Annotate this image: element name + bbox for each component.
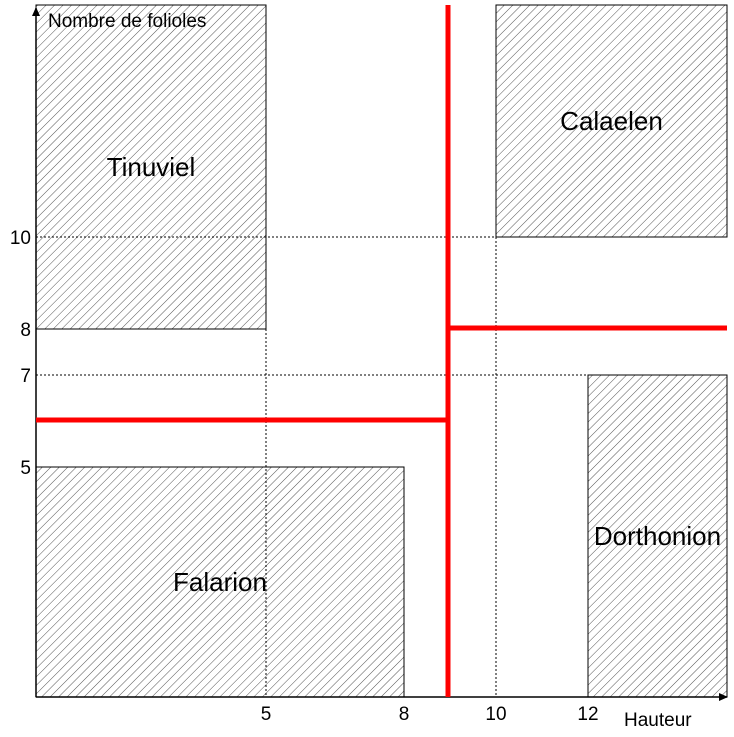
zone-label-tinuviel: Tinuviel	[107, 152, 196, 182]
zone-dorthonion	[587, 374, 728, 698]
zone-label-falarion: Falarion	[173, 567, 267, 597]
x-tick-label: 12	[577, 704, 598, 725]
zone-falarion	[35, 466, 405, 698]
zone-calaelen	[495, 4, 728, 238]
x-tick-label: 10	[485, 704, 506, 725]
y-axis-title: Nombre de folioles	[48, 11, 206, 32]
y-tick-label: 5	[20, 458, 31, 479]
x-tick-label: 8	[399, 704, 410, 725]
y-tick-label: 7	[20, 366, 31, 387]
x-tick-label: 5	[261, 704, 272, 725]
zone-tinuviel	[35, 4, 267, 330]
zone-label-dorthonion: Dorthonion	[594, 521, 721, 551]
x-axis-title: Hauteur	[624, 710, 692, 731]
y-tick-label: 10	[10, 228, 31, 249]
y-tick-label: 8	[20, 320, 31, 341]
zone-label-calaelen: Calaelen	[560, 106, 663, 136]
